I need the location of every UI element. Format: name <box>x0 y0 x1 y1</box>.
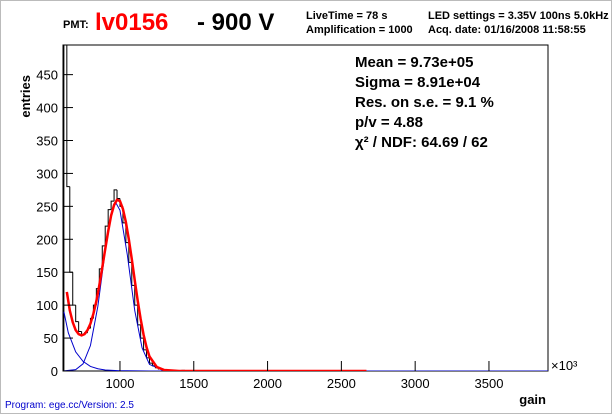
histogram-bin <box>66 45 70 188</box>
fit-curve <box>65 198 367 371</box>
live-time: LiveTime = 78 s <box>306 10 387 22</box>
stat-line: Res. on s.e. = 9.1 % <box>355 94 494 111</box>
x-tick-label: 2000 <box>253 376 282 391</box>
histogram-bin <box>143 338 147 351</box>
footer: Program: ege.cc/Version: 2.5 <box>5 400 134 411</box>
histogram-bin <box>148 357 153 364</box>
y-tick-label: 250 <box>36 199 58 214</box>
x-axis-label: gain <box>519 392 546 407</box>
y-tick-label: 450 <box>36 68 58 83</box>
stat-line: Sigma = 8.91e+04 <box>355 74 481 91</box>
histogram-bin <box>134 285 138 306</box>
x-tick-label: 1000 <box>106 376 135 391</box>
histogram-bin <box>113 189 118 202</box>
x-tick-label: 2500 <box>327 376 356 391</box>
y-tick-label: 350 <box>36 133 58 148</box>
stat-line: Mean = 9.73e+05 <box>355 54 473 71</box>
plot-area <box>63 45 548 371</box>
histogram-bin <box>63 45 65 371</box>
plot-frame <box>62 44 549 372</box>
histogram-bin <box>107 209 112 227</box>
y-tick-label: 50 <box>44 331 58 346</box>
y-tick-label: 0 <box>51 364 58 379</box>
x-tick-label: 1500 <box>179 376 208 391</box>
x-tick-label: 3000 <box>401 376 430 391</box>
pmt-label: PMT: <box>63 19 89 31</box>
acq-date: Acq. date: 01/16/2008 11:58:55 <box>428 24 586 36</box>
fit-curve <box>63 311 548 371</box>
x-multiplier: ×10³ <box>551 358 578 373</box>
amplification: Amplification = 1000 <box>306 24 413 36</box>
y-tick-label: 150 <box>36 265 58 280</box>
histogram-bin <box>128 242 132 263</box>
histogram-bin <box>110 200 115 210</box>
y-tick-label: 100 <box>36 298 58 313</box>
led-settings: LED settings = 3.35V 100ns 5.0kHz <box>428 10 609 22</box>
histogram-bin <box>75 305 79 323</box>
histogram-bin <box>78 321 82 332</box>
stat-line: χ² / NDF: 64.69 / 62 <box>355 134 488 151</box>
y-tick-label: 300 <box>36 166 58 181</box>
histogram-bin <box>104 225 109 246</box>
voltage: - 900 V <box>197 9 274 36</box>
y-tick-label: 400 <box>36 101 58 116</box>
stat-line: p/v = 4.88 <box>355 114 423 131</box>
y-tick-label: 200 <box>36 232 58 247</box>
pmt-id: lv0156 <box>95 9 168 36</box>
y-axis-label: entries <box>18 75 33 118</box>
x-tick-label: 3500 <box>475 376 504 391</box>
